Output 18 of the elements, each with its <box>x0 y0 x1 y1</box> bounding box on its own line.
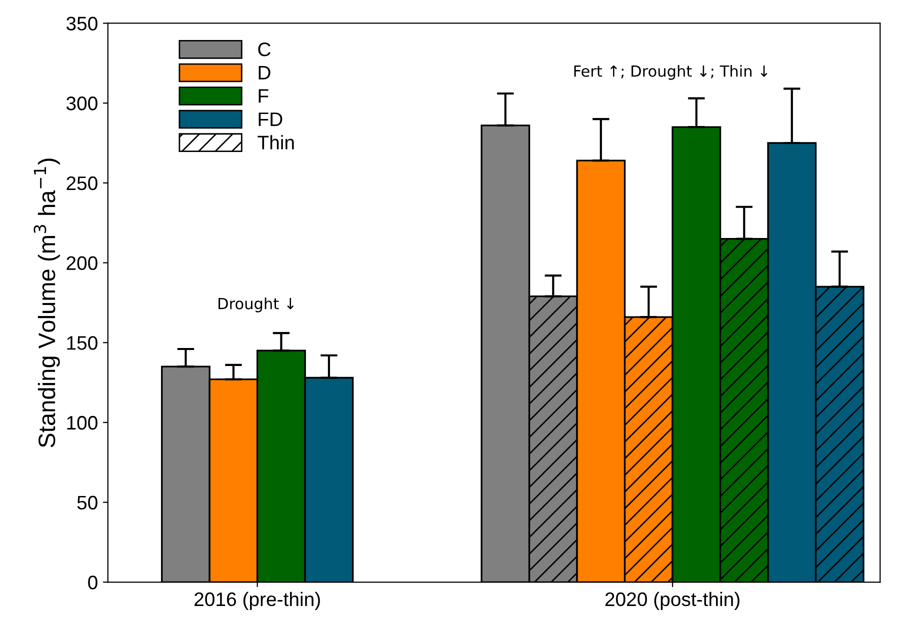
y-tick-label: 200 <box>66 256 98 270</box>
annotation: Fert ↑; Drought ↓; Thin ↓ <box>574 65 768 80</box>
legend-label: Thin <box>258 135 294 150</box>
x-tick-label: 2016 (pre-thin) <box>194 592 320 610</box>
y-tick-label: 350 <box>66 16 98 30</box>
y-tick-label: 150 <box>67 336 98 350</box>
y-tick-label: 100 <box>67 416 98 430</box>
y-tick-label: 0 <box>88 576 98 590</box>
legend-label: FD <box>258 112 282 126</box>
legend-label: C <box>258 42 271 56</box>
annotation: Drought ↓ <box>218 298 294 312</box>
x-tick-label: 2020 (post-thin) <box>605 592 740 610</box>
y-tick-label: 300 <box>66 96 98 110</box>
y-tick-label: 50 <box>77 496 98 510</box>
legend-label: D <box>258 66 270 80</box>
y-axis-title: Standing Volume (m$^{3}$ ha$^{−1}$) <box>34 158 60 448</box>
y-tick-label: 250 <box>66 176 98 190</box>
legend-label: F <box>258 89 268 103</box>
